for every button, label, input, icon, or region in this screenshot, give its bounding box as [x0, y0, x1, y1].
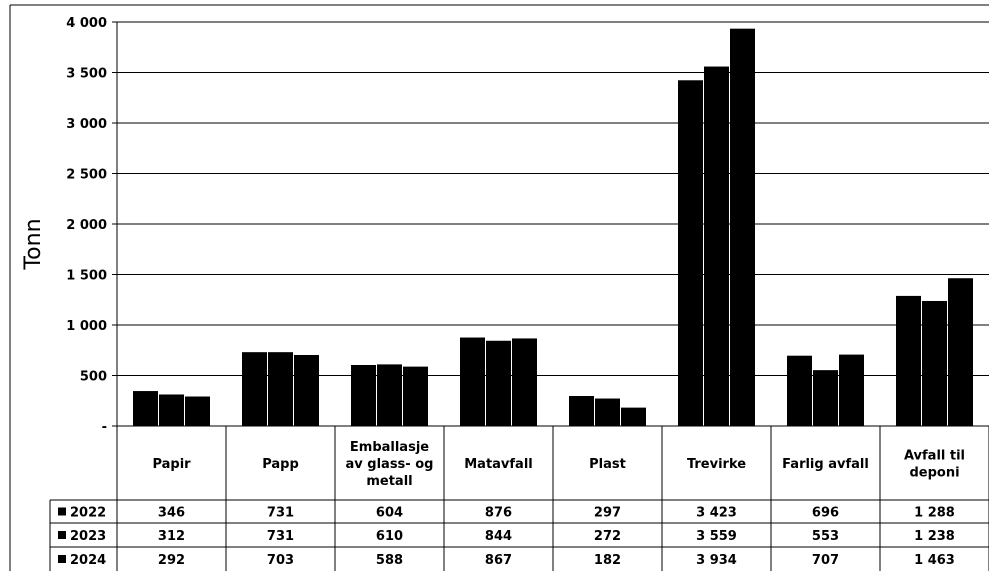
- data-label: 272: [594, 529, 621, 544]
- bar: [787, 355, 812, 426]
- bar: [595, 398, 620, 426]
- bar: [159, 394, 184, 426]
- legend-label: 2024: [70, 553, 106, 568]
- data-label: 346: [158, 506, 185, 521]
- bar: [813, 370, 838, 426]
- data-label: 1 463: [914, 553, 955, 568]
- data-label: 844: [485, 529, 512, 544]
- data-label: 731: [267, 506, 294, 521]
- bar: [242, 352, 267, 426]
- bar: [377, 364, 402, 426]
- y-tick-label: 3 500: [66, 67, 107, 82]
- x-category-label: Papp: [262, 457, 299, 472]
- legend-label: 2023: [70, 529, 106, 544]
- bar: [839, 354, 864, 426]
- bar: [133, 391, 158, 426]
- y-tick-label: 2 000: [66, 218, 107, 233]
- legend-swatch: [58, 507, 66, 516]
- x-category-label: Papir: [152, 457, 191, 472]
- data-label: 292: [158, 553, 185, 568]
- bar: [512, 338, 537, 426]
- data-label: 297: [594, 506, 621, 521]
- bar: [294, 354, 319, 426]
- bar: [460, 337, 485, 426]
- y-tick-label: 1 000: [66, 319, 107, 334]
- data-label: 1 238: [914, 529, 955, 544]
- x-category-label: Avfall til: [904, 449, 965, 464]
- bar: [922, 300, 947, 426]
- bar: [621, 407, 646, 426]
- bar: [351, 364, 376, 426]
- x-category-label: av glass- og: [346, 457, 434, 472]
- bar: [403, 366, 428, 426]
- y-tick-label: 4 000: [66, 16, 107, 31]
- y-tick-label: 1 500: [66, 269, 107, 284]
- data-label: 876: [485, 506, 512, 521]
- legend-swatch: [58, 555, 66, 563]
- data-label: 3 423: [696, 506, 737, 521]
- bar: [678, 80, 703, 426]
- data-label: 3 559: [696, 529, 737, 544]
- x-category-label: Farlig avfall: [782, 457, 869, 472]
- data-label: 553: [812, 529, 839, 544]
- legend-label: 2022: [70, 506, 106, 521]
- bar: [486, 340, 511, 426]
- bar: [569, 396, 594, 426]
- data-label: 707: [812, 553, 839, 568]
- data-label: 1 288: [914, 506, 955, 521]
- x-category-label: Trevirke: [687, 457, 746, 472]
- data-label: 312: [158, 529, 185, 544]
- legend-swatch: [58, 531, 66, 539]
- x-category-label: deponi: [909, 466, 959, 481]
- bar: [730, 28, 755, 426]
- x-category-label: metall: [366, 474, 412, 489]
- data-label: 610: [376, 529, 403, 544]
- bar: [185, 396, 210, 426]
- data-label: 731: [267, 529, 294, 544]
- data-label: 867: [485, 553, 512, 568]
- bar: [704, 66, 729, 426]
- data-label: 3 934: [696, 553, 737, 568]
- bar: [948, 278, 973, 426]
- data-label: 703: [267, 553, 294, 568]
- bar: [896, 295, 921, 426]
- x-category-label: Plast: [589, 457, 626, 472]
- data-label: 588: [376, 553, 403, 568]
- y-tick-label: 500: [80, 370, 107, 385]
- data-label: 604: [376, 506, 403, 521]
- y-tick-label: 2 500: [66, 168, 107, 183]
- bar: [268, 352, 293, 426]
- y-tick-label: 3 000: [66, 117, 107, 132]
- data-label: 182: [594, 553, 621, 568]
- y-tick-label: -: [102, 420, 107, 435]
- data-label: 696: [812, 506, 839, 521]
- y-axis-title: Tonn: [21, 218, 46, 270]
- x-category-label: Emballasje: [350, 440, 429, 455]
- x-category-label: Matavfall: [464, 457, 533, 472]
